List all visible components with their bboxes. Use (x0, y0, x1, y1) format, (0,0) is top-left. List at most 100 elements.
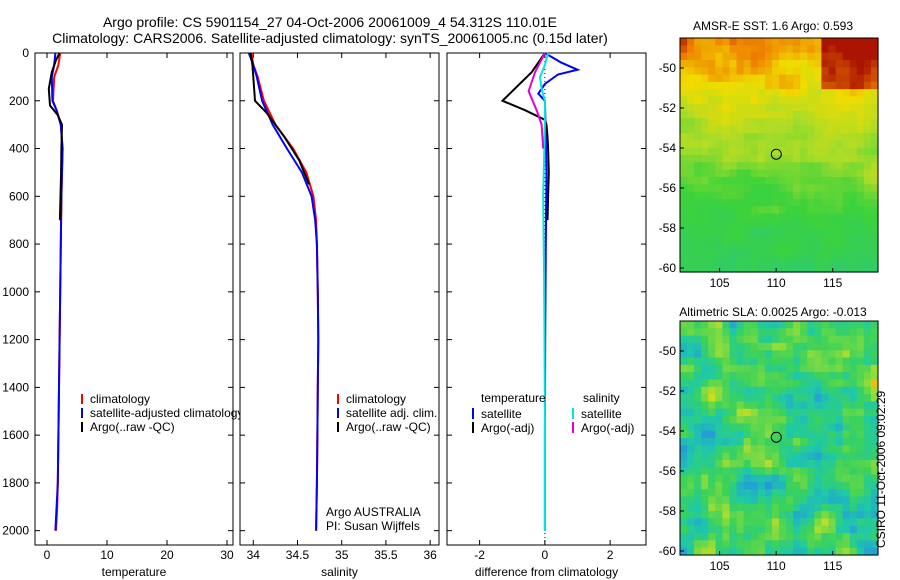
sst_map-cell (870, 191, 879, 200)
sla_map-cell (800, 357, 808, 366)
sst_map-cell (786, 235, 794, 244)
sla_map-cell (856, 474, 865, 483)
sla_map-cell (814, 533, 823, 541)
sst_map-cell (779, 169, 787, 178)
sla_map-cell (870, 445, 879, 454)
sla_map-cell (722, 364, 731, 373)
sst_map-cell (842, 38, 851, 46)
sla_map-cell (793, 496, 801, 505)
sla_map-cell (870, 474, 879, 483)
sst_map-cell (807, 250, 815, 258)
sla_map-cell (835, 533, 844, 541)
sla_map-cell (786, 467, 794, 476)
sla_map-cell (807, 372, 815, 381)
sla_map-cell (694, 357, 702, 366)
sla_map-cell (821, 357, 830, 366)
sla_map-cell (800, 452, 808, 461)
sla_map-cell (835, 357, 844, 366)
sst_map-cell (743, 67, 752, 76)
sla_map-cell (863, 525, 872, 534)
sst_map-cell (764, 74, 773, 83)
sla_map-cell (694, 379, 702, 388)
sla_map-cell (856, 416, 865, 424)
sst_map-cell (708, 176, 716, 185)
sla_map-cell (715, 357, 724, 366)
sla_map-cell (828, 459, 837, 468)
sst_map-cell (856, 242, 865, 251)
sst_map-cell (814, 74, 823, 83)
sla_map-cell (821, 445, 830, 454)
sla_map-cell (729, 525, 738, 534)
sst_map-cell (800, 74, 808, 83)
sla_map-cell (842, 416, 851, 424)
sst_map-cell (736, 133, 745, 141)
sla_map-cell (800, 416, 808, 424)
sst_map-cell (786, 220, 794, 229)
sst_map-cell (722, 81, 731, 90)
sla_map-cell (786, 511, 794, 519)
sla_map-cell (715, 503, 724, 512)
sst_map-cell (779, 59, 787, 68)
sla_map-cell (750, 335, 759, 344)
sst_map-cell (701, 45, 709, 54)
sla_map-cell (814, 452, 823, 461)
sla_map-cell (793, 416, 801, 424)
sla_map-cell (750, 489, 759, 498)
sst_map-cell (870, 89, 879, 98)
sla_map-cell (757, 496, 766, 505)
sla_map-cell (814, 350, 823, 359)
sla_map-cell (743, 401, 752, 410)
sst_map-cell (757, 74, 766, 83)
sla_map-xtick-label: 105 (710, 559, 730, 573)
sst_map-cell (835, 257, 844, 266)
sla_map-cell (814, 445, 823, 454)
sst_map-cell (729, 206, 738, 215)
sst_map-cell (828, 38, 837, 46)
sst_map-cell (828, 133, 837, 141)
sla_map-cell (779, 430, 787, 439)
sst_map-cell (771, 191, 780, 200)
sst_map-cell (842, 184, 851, 193)
sst_map-cell (701, 235, 709, 244)
sla_map-cell (870, 328, 879, 337)
sst_map-ytick-label: -54 (659, 141, 677, 155)
sst_map-cell (680, 176, 688, 185)
sst_map-cell (701, 264, 709, 273)
sla_map-cell (736, 474, 745, 483)
sst_map-cell (687, 235, 695, 244)
sla_map-cell (750, 445, 759, 454)
sst_map-cell (793, 198, 801, 207)
sst_map-cell (694, 103, 702, 112)
sst_map-cell (729, 242, 738, 251)
sla_map-cell (715, 408, 724, 417)
sst_map-cell (863, 96, 872, 105)
sst_map-cell (807, 220, 815, 229)
sst_map-cell (863, 213, 872, 222)
sst_map-cell (786, 176, 794, 185)
sla_map-cell (870, 372, 879, 381)
sla_map-cell (729, 328, 738, 337)
sst_map-cell (708, 38, 716, 46)
sst_map-cell (793, 169, 801, 178)
sst_map-cell (842, 220, 851, 229)
sst_map-cell (743, 213, 752, 222)
sst_map-cell (687, 250, 695, 258)
sst_map-cell (821, 242, 830, 251)
sst_map-cell (821, 103, 830, 112)
sst_map-cell (814, 89, 823, 98)
sla_map-title: Altimetric SLA: 0.0025 Argo: -0.013 (679, 305, 867, 319)
sst_map-cell (715, 133, 724, 141)
sst_map-cell (800, 147, 808, 156)
sla_map-cell (863, 540, 872, 549)
sla_map-cell (708, 416, 716, 424)
sla_map-cell (764, 372, 773, 381)
sla_map-cell (757, 452, 766, 461)
sst_map-cell (786, 133, 794, 141)
sst_map-cell (680, 45, 688, 54)
sla_map-cell (835, 459, 844, 468)
sst_map-cell (736, 264, 745, 273)
sst_map-cell (715, 67, 724, 76)
sst_map-cell (736, 169, 745, 178)
sla_map-cell (856, 342, 865, 351)
sst_map-cell (715, 96, 724, 105)
